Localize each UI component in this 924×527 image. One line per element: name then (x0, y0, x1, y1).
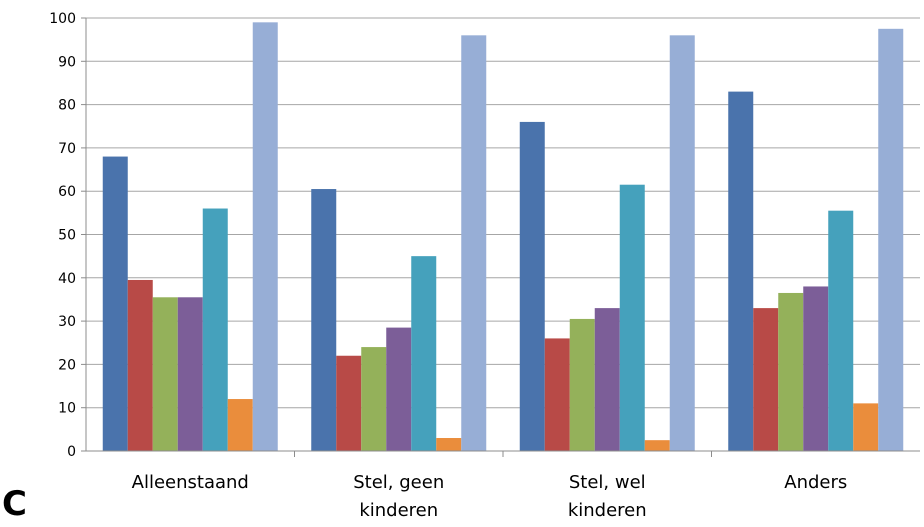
y-tick-labels: 0 10 20 30 40 50 60 70 80 90 100 (49, 11, 76, 460)
bar (202, 208, 228, 451)
bar (436, 438, 462, 451)
bar (569, 318, 595, 451)
bar (461, 35, 487, 451)
x-category-label: Stel, geen kinderen (353, 472, 444, 521)
y-tick-label: 60 (58, 184, 76, 200)
bar (227, 399, 253, 451)
bar (644, 440, 670, 451)
bar (544, 338, 570, 451)
y-tick-label: 30 (58, 314, 76, 330)
bar (594, 308, 620, 451)
bar (828, 210, 854, 451)
y-tick-label: 100 (49, 11, 76, 27)
bar (361, 347, 387, 451)
y-tick-label: 80 (58, 98, 76, 114)
bar (728, 91, 754, 452)
x-category-label: Stel, wel kinderen (568, 472, 647, 521)
y-tick-label: 10 (58, 401, 76, 417)
bar (252, 22, 278, 452)
x-category-label: Alleenstaand (132, 472, 249, 493)
bar (619, 184, 645, 451)
panel-label: C (2, 484, 27, 524)
bar (152, 297, 178, 451)
bar (519, 121, 545, 452)
bar (853, 403, 879, 451)
y-tick-label: 0 (67, 444, 76, 460)
x-category-label: Anders (784, 472, 847, 493)
bar (753, 308, 779, 451)
y-tick-label: 90 (58, 54, 76, 70)
bar (127, 279, 153, 451)
bar (336, 355, 362, 451)
bars (102, 22, 904, 452)
y-tick-label: 40 (58, 271, 76, 287)
bar (411, 256, 437, 451)
y-tick-label: 20 (58, 357, 76, 373)
bar (386, 327, 412, 451)
bar (803, 286, 829, 451)
y-tick-label: 50 (58, 228, 76, 244)
x-category-labels: Alleenstaand Stel, geen kinderen Stel, wel k… (132, 472, 848, 521)
bar (669, 35, 695, 451)
bar (778, 292, 804, 451)
y-tick-label: 70 (58, 141, 76, 157)
bar (311, 189, 337, 451)
axes (81, 17, 920, 457)
bar (102, 156, 128, 451)
bar (878, 28, 904, 451)
bar (177, 297, 203, 451)
